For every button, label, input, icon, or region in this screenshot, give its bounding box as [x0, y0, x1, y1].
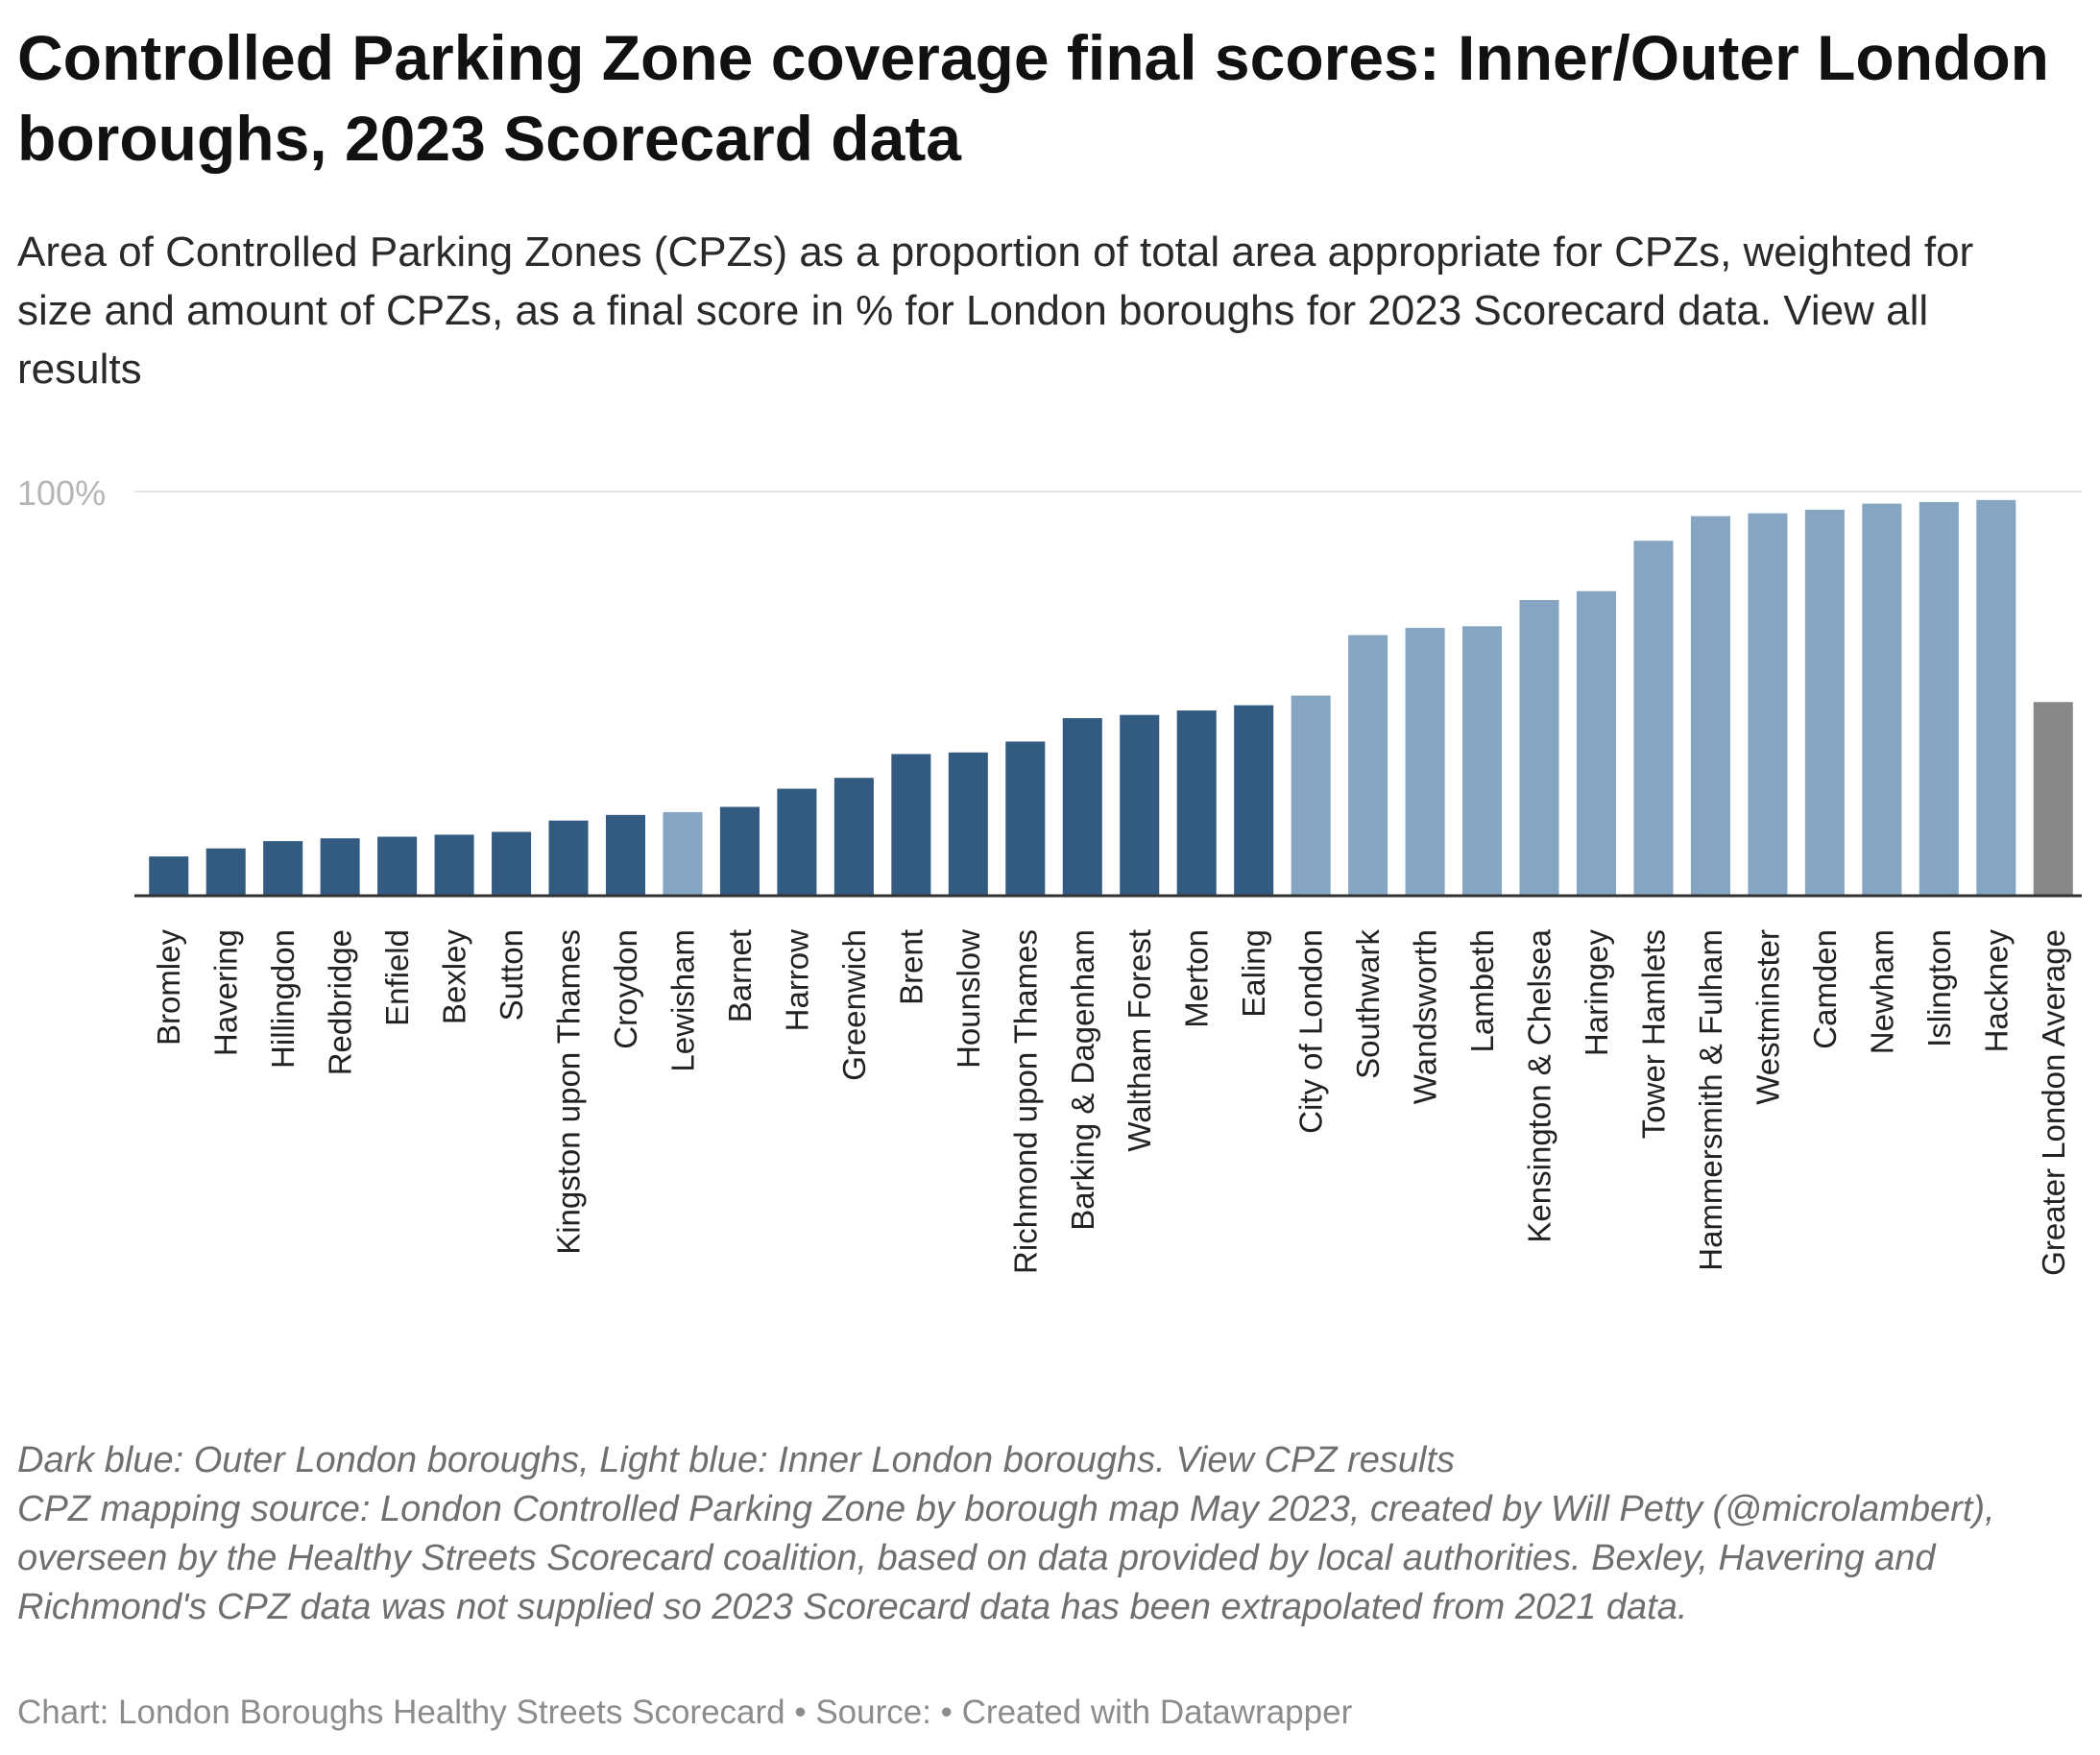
x-tick-label: Camden [1807, 929, 1843, 1049]
bar[interactable] [777, 788, 817, 895]
x-tick-label: Lewisham [664, 929, 700, 1072]
notes-source-text: CPZ mapping source: London Controlled Pa… [17, 1489, 1995, 1627]
notes-legend-text: Dark blue: Outer London boroughs, Light … [17, 1440, 1166, 1480]
x-tick-label: Richmond upon Thames [1007, 929, 1043, 1274]
subtitle-text: Area of Controlled Parking Zones (CPZs) … [17, 228, 1974, 334]
x-tick-label: Greater London Average [2036, 929, 2071, 1276]
chart-title: Controlled Parking Zone coverage final s… [17, 22, 2049, 174]
bar[interactable] [492, 831, 532, 895]
x-tick-label: Newham [1864, 929, 1899, 1054]
bar[interactable] [377, 836, 418, 895]
bar[interactable] [1176, 710, 1217, 895]
x-tick-label: Haringey [1579, 929, 1614, 1057]
bar[interactable] [1348, 635, 1388, 895]
x-tick-label: Barking & Dagenham [1065, 929, 1100, 1231]
x-tick-label: Tower Hamlets [1635, 929, 1671, 1139]
bar[interactable] [1919, 501, 1959, 895]
x-tick-label: Hillingdon [265, 929, 301, 1069]
x-tick-label: Hackney [1978, 929, 2014, 1053]
x-tick-label: Havering [208, 929, 244, 1056]
bar[interactable] [1291, 695, 1331, 895]
bar[interactable] [719, 806, 760, 895]
x-tick-label: Merton [1179, 929, 1215, 1028]
x-tick-label: Redbridge [323, 929, 358, 1075]
bar[interactable] [891, 754, 931, 895]
bar[interactable] [1462, 626, 1503, 895]
bar[interactable] [1633, 541, 1674, 895]
x-tick-label: Croydon [608, 929, 643, 1049]
bar[interactable] [1405, 627, 1445, 895]
bar[interactable] [1234, 705, 1274, 895]
bar[interactable] [205, 848, 246, 895]
x-tick-label: Westminster [1750, 929, 1785, 1105]
bar[interactable] [1748, 513, 1788, 895]
bar[interactable] [1120, 714, 1160, 895]
x-tick-label: Kensington & Chelsea [1522, 928, 1557, 1242]
x-tick-label: Greenwich [836, 929, 872, 1081]
x-tick-label: Southwark [1350, 929, 1386, 1079]
bar[interactable] [434, 834, 474, 895]
bar[interactable] [2033, 702, 2073, 895]
x-tick-label: City of London [1293, 929, 1329, 1134]
x-tick-label: Islington [1921, 929, 1957, 1047]
bar[interactable] [263, 841, 303, 895]
view-all-results-link[interactable]: View all results [17, 287, 1929, 393]
bar[interactable] [948, 752, 988, 895]
x-tick-label: Kingston upon Thames [551, 929, 587, 1255]
bar[interactable] [1690, 516, 1730, 895]
bar[interactable] [663, 811, 703, 895]
chart-footer: Chart: London Boroughs Healthy Streets S… [17, 1694, 1353, 1731]
bar[interactable] [548, 820, 589, 895]
x-tick-label: Hammersmith & Fulham [1693, 929, 1728, 1271]
bar[interactable] [1804, 509, 1845, 895]
bar[interactable] [1976, 499, 2016, 895]
x-tick-label: Hounslow [951, 929, 986, 1069]
x-tick-label: Bexley [437, 929, 472, 1025]
x-tick-label: Brent [893, 929, 929, 1005]
bar[interactable] [605, 814, 646, 895]
bar[interactable] [1862, 503, 1902, 895]
bar[interactable] [320, 838, 360, 895]
bar[interactable] [1062, 718, 1102, 895]
x-tick-label: Waltham Forest [1122, 929, 1157, 1152]
notes-line-1: Dark blue: Outer London boroughs, Light … [17, 1436, 2082, 1485]
x-tick-label: Harrow [779, 929, 814, 1032]
x-tick-label: Wandsworth [1408, 929, 1443, 1104]
bar[interactable] [833, 778, 874, 895]
bar-chart: 100% Bromley Havering Hillingdon Redbridge En… [17, 473, 2082, 1276]
x-tick-label: Enfield [379, 929, 415, 1026]
bar[interactable] [1005, 741, 1046, 895]
x-tick-label: Ealing [1236, 929, 1271, 1018]
y-tick-label: 100% [17, 473, 106, 513]
view-cpz-results-link[interactable]: View CPZ results [1175, 1440, 1456, 1480]
x-tick-label: Lambeth [1464, 929, 1500, 1052]
bar[interactable] [1519, 599, 1559, 895]
chart-subtitle: Area of Controlled Parking Zones (CPZs) … [17, 223, 2034, 398]
x-tick-label: Barnet [722, 929, 758, 1022]
bar[interactable] [149, 856, 189, 895]
x-tick-label: Sutton [494, 929, 529, 1021]
chart-notes: Dark blue: Outer London boroughs, Light … [17, 1436, 2082, 1632]
x-tick-label: Bromley [151, 929, 186, 1046]
bar[interactable] [1576, 590, 1617, 895]
